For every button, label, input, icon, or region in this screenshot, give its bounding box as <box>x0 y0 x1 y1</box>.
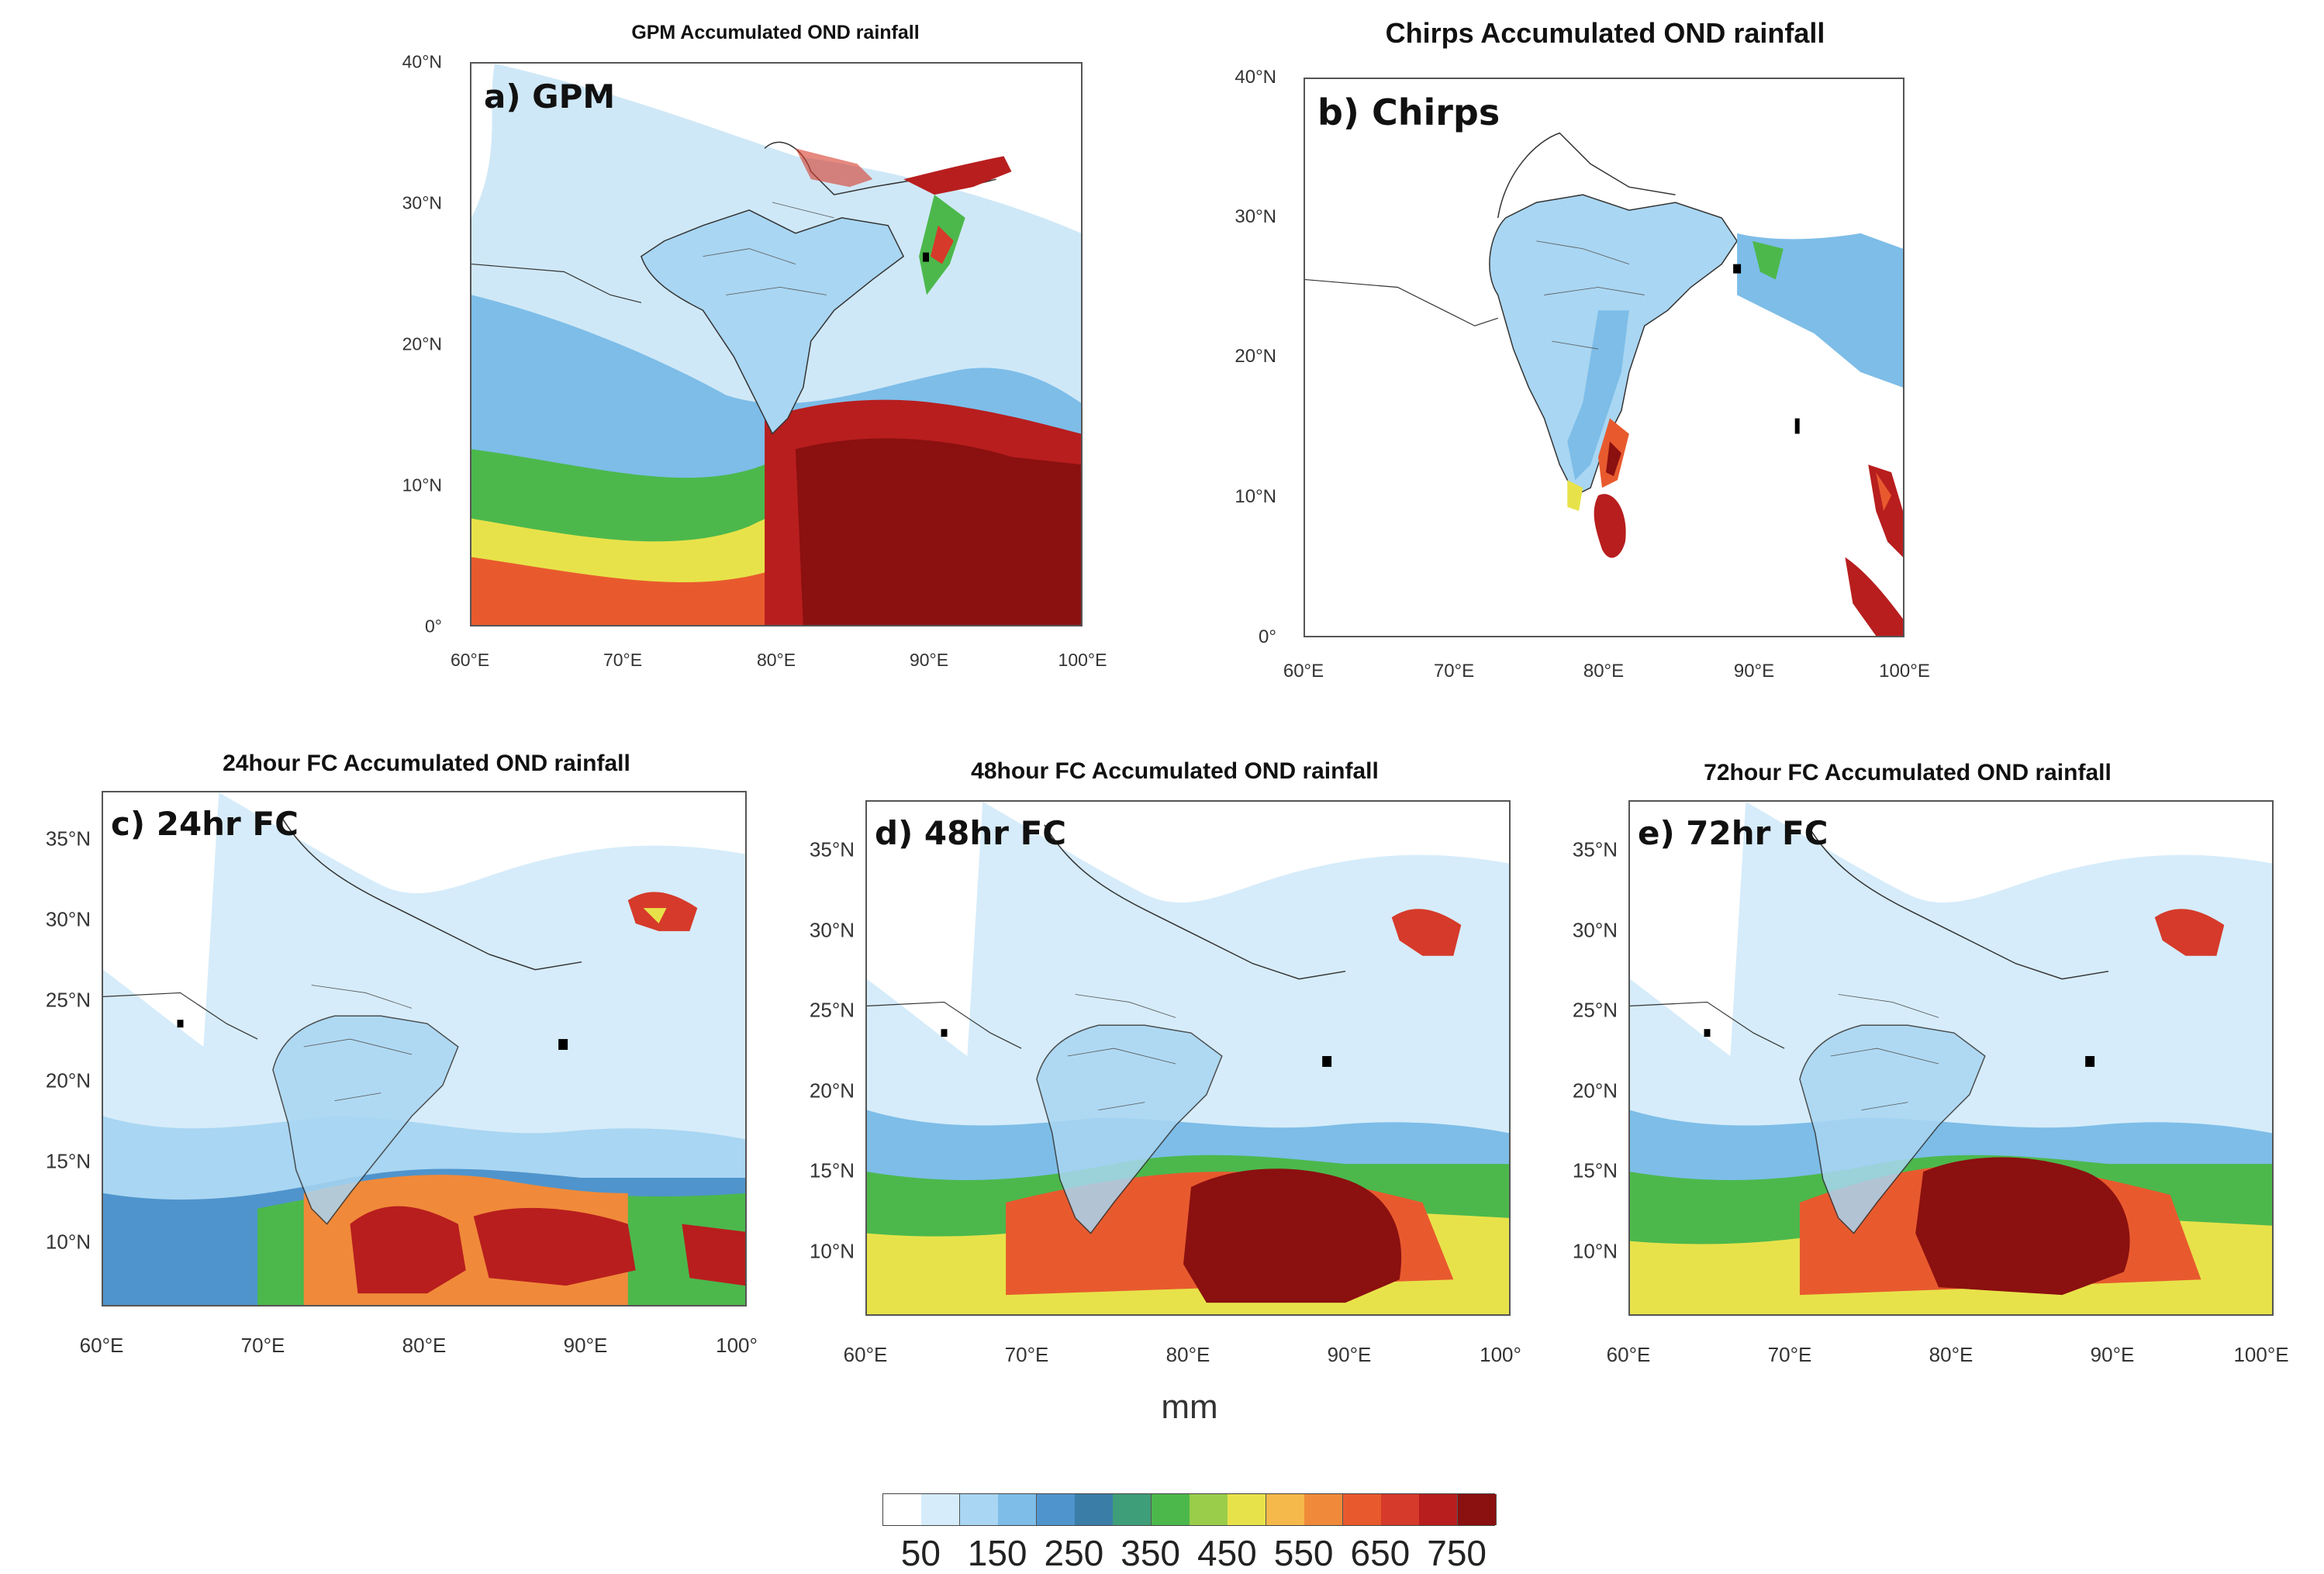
rainfall-map <box>471 64 1081 625</box>
x-tick: 60°E <box>1283 661 1324 682</box>
colorbar-tick-label: 50 <box>900 1533 941 1573</box>
panel-label: c) 24hr FC <box>111 805 299 843</box>
rainfall-map <box>1630 802 2272 1314</box>
panel-title: 72hour FC Accumulated OND rainfall <box>1704 760 2112 785</box>
panel-label: e) 72hr FC <box>1638 814 1828 852</box>
x-tick: 90°E <box>1327 1343 1372 1366</box>
colorbar-tick-label: 550 <box>1273 1533 1334 1573</box>
y-tick: 10°N <box>809 1239 855 1263</box>
y-tick: 0° <box>425 616 442 637</box>
x-tick: 100°E <box>1879 661 1930 682</box>
y-tick: 25°N <box>45 988 91 1012</box>
colorbar-swatch <box>1304 1494 1344 1525</box>
x-tick: 90°E <box>1733 661 1775 682</box>
x-tick: 60°E <box>79 1334 124 1357</box>
colorbar-tick-label: 350 <box>1121 1533 1180 1573</box>
rainfall-map <box>103 792 745 1305</box>
colorbar-swatch <box>1266 1494 1305 1525</box>
colorbar-swatch <box>1113 1494 1152 1525</box>
colorbar-tick-label: 750 <box>1427 1533 1487 1573</box>
x-tick: 60°E <box>1606 1343 1651 1366</box>
x-tick: 60°E <box>843 1343 888 1366</box>
x-tick: 90°E <box>909 650 949 670</box>
colorbar-swatch <box>1074 1494 1114 1525</box>
colorbar-unit: mm <box>1161 1388 1218 1426</box>
colorbar-swatch <box>1457 1494 1497 1525</box>
x-tick: 80°E <box>402 1334 447 1357</box>
x-tick: 70°E <box>240 1334 285 1357</box>
y-tick: 15°N <box>1572 1158 1618 1182</box>
y-tick: 20°N <box>45 1068 91 1092</box>
colorbar-tick-label: 450 <box>1197 1533 1257 1573</box>
map-frame: d) 48hr FC <box>865 800 1511 1316</box>
y-tick: 30°N <box>1572 918 1618 942</box>
colorbar-swatch <box>1342 1494 1382 1525</box>
colorbar-swatch <box>1419 1494 1459 1525</box>
colorbar-swatch <box>1036 1494 1076 1525</box>
y-tick: 30°N <box>809 918 855 942</box>
panel-title: Chirps Accumulated OND rainfall <box>1385 17 1825 49</box>
x-tick: 80°E <box>1929 1343 1974 1366</box>
y-tick: 10°N <box>1572 1239 1618 1263</box>
panel-title: 24hour FC Accumulated OND rainfall <box>223 751 630 776</box>
colorbar-swatch <box>1228 1494 1267 1525</box>
y-tick: 15°N <box>45 1149 91 1173</box>
colorbar-swatch <box>1380 1494 1420 1525</box>
y-tick: 20°N <box>402 333 442 354</box>
y-tick: 35°N <box>45 827 91 851</box>
colorbar-swatch <box>1190 1494 1228 1525</box>
x-tick: 80°E <box>1165 1343 1210 1366</box>
map-frame: b) Chirps <box>1304 78 1904 637</box>
x-tick: 70°E <box>1004 1343 1049 1366</box>
y-tick: 25°N <box>809 998 855 1022</box>
x-tick: 90°E <box>563 1334 608 1357</box>
y-tick: 20°N <box>809 1079 855 1103</box>
y-tick: 10°N <box>402 475 442 495</box>
x-tick: 100°E <box>1058 650 1107 670</box>
panel-title: GPM Accumulated OND rainfall <box>631 22 920 43</box>
map-frame: c) 24hr FC <box>102 791 747 1306</box>
x-tick: 80°E <box>1583 661 1625 682</box>
y-tick: 30°N <box>402 192 442 213</box>
colorbar-swatch <box>1151 1494 1190 1525</box>
colorbar-tick-label: 650 <box>1350 1533 1411 1573</box>
panel-label: b) Chirps <box>1317 91 1500 133</box>
y-tick: 30°N <box>45 907 91 931</box>
panel-label: d) 48hr FC <box>875 814 1067 852</box>
y-tick: 30°N <box>1235 206 1276 227</box>
colorbar-swatch <box>921 1494 961 1525</box>
y-tick: 25°N <box>1572 998 1618 1022</box>
y-tick: 20°N <box>1572 1079 1618 1103</box>
colorbar-swatch <box>883 1494 922 1525</box>
colorbar-tick-label: 150 <box>967 1533 1027 1573</box>
x-tick: 90°E <box>2090 1343 2135 1366</box>
y-tick: 35°N <box>1572 837 1618 861</box>
x-tick: 70°E <box>603 650 643 670</box>
map-frame: a) GPM <box>470 62 1083 626</box>
panel-title: 48hour FC Accumulated OND rainfall <box>971 758 1379 784</box>
y-tick: 15°N <box>809 1158 855 1182</box>
y-tick: 0° <box>1259 626 1276 647</box>
y-tick: 40°N <box>402 51 442 72</box>
colorbar-swatches <box>882 1493 1497 1526</box>
y-tick: 10°N <box>45 1230 91 1254</box>
x-tick: 100°E <box>2233 1343 2289 1366</box>
y-tick: 10°N <box>1235 486 1276 507</box>
x-tick: 100° <box>716 1334 758 1357</box>
y-tick: 40°N <box>1235 67 1276 88</box>
rainfall-map <box>1305 79 1903 636</box>
x-tick: 70°E <box>1767 1343 1812 1366</box>
colorbar-swatch <box>959 1494 999 1525</box>
colorbar-tick-label: 250 <box>1044 1533 1104 1573</box>
colorbar-swatch <box>998 1494 1038 1525</box>
x-tick: 70°E <box>1433 661 1475 682</box>
rainfall-map <box>867 802 1509 1314</box>
x-tick: 80°E <box>756 650 796 670</box>
map-frame: e) 72hr FC <box>1628 800 2274 1316</box>
y-tick: 35°N <box>809 837 855 861</box>
y-tick: 20°N <box>1235 346 1276 367</box>
x-tick: 60°E <box>450 650 490 670</box>
x-tick: 100° <box>1480 1343 1521 1366</box>
panel-label: a) GPM <box>484 78 616 116</box>
